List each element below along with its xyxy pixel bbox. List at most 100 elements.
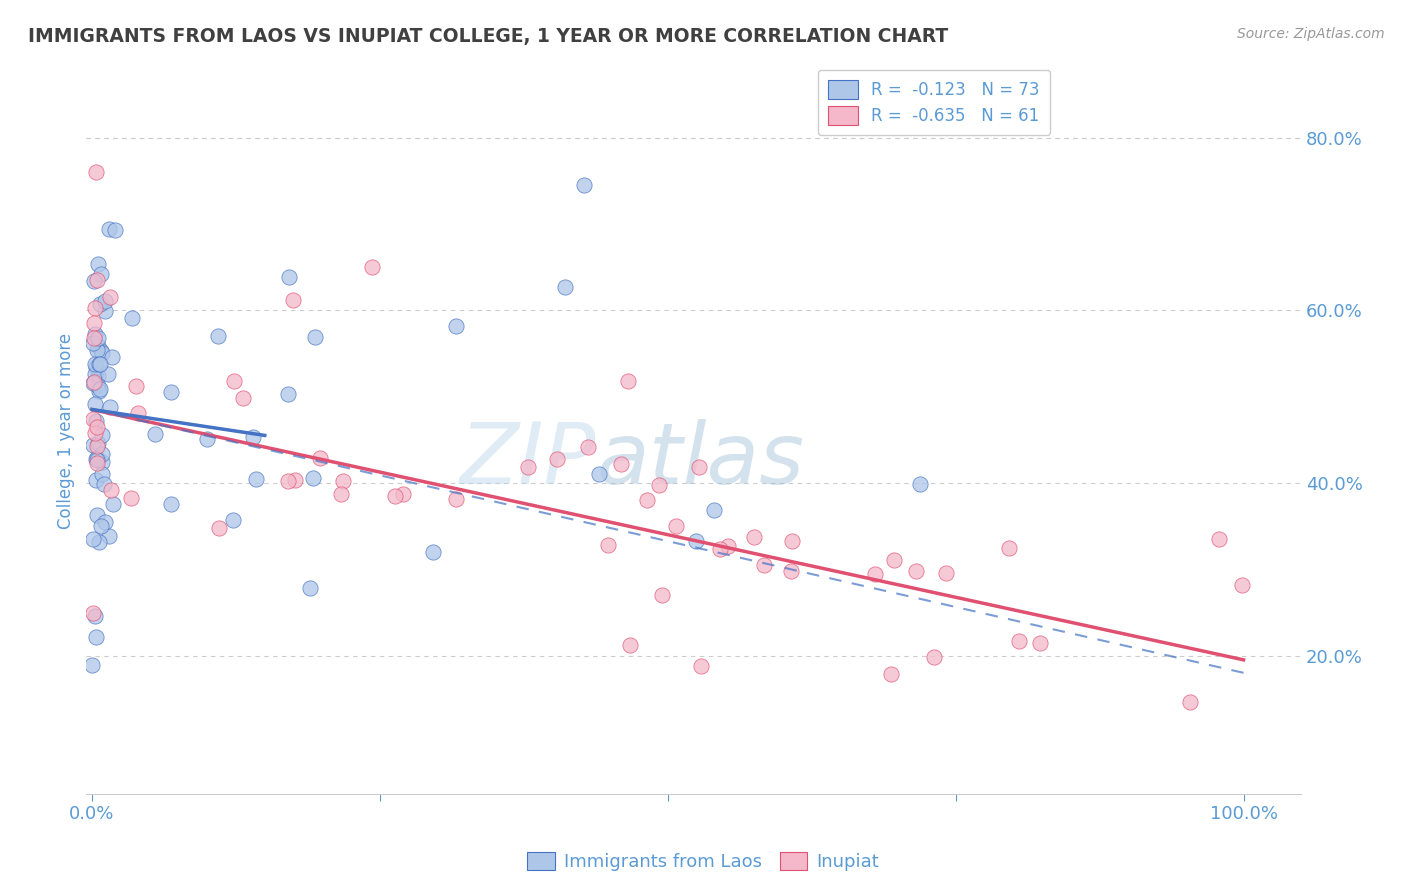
Point (330, 487, 353, 501)
Point (86, 456, 108, 470)
Point (84, 451, 107, 466)
Point (304, 329, 326, 343)
Point (89, 382, 111, 396)
Point (208, 521, 231, 535)
Point (619, 638, 641, 652)
Text: IMMIGRANTS FROM LAOS VS INUPIAT COLLEGE, 1 YEAR OR MORE CORRELATION CHART: IMMIGRANTS FROM LAOS VS INUPIAT COLLEGE,… (28, 27, 949, 45)
Point (648, 478, 671, 492)
Point (82, 533, 104, 547)
Point (83, 375, 105, 389)
Point (127, 406, 149, 420)
Point (143, 426, 166, 441)
Point (101, 350, 124, 364)
Point (86, 343, 108, 357)
Point (121, 310, 143, 325)
Point (100, 483, 122, 497)
Point (880, 667, 903, 681)
Point (94, 304, 117, 318)
Point (120, 491, 142, 505)
Point (309, 450, 332, 465)
Point (87, 369, 110, 384)
Point (598, 538, 620, 552)
Point (82, 336, 104, 351)
Point (780, 564, 803, 578)
Point (905, 564, 928, 578)
Point (84, 397, 107, 411)
Point (87, 257, 110, 271)
Point (98, 290, 121, 304)
Point (278, 270, 301, 285)
Point (98, 401, 121, 415)
Point (82, 438, 104, 452)
Point (636, 492, 658, 507)
Point (935, 566, 957, 580)
Point (516, 459, 538, 474)
Point (665, 518, 688, 533)
Point (245, 472, 267, 486)
Point (83, 316, 105, 330)
Point (82, 606, 104, 620)
Point (242, 430, 264, 444)
Point (125, 379, 148, 393)
Point (84, 473, 107, 487)
Point (86, 439, 108, 453)
Point (277, 387, 299, 401)
Point (610, 457, 633, 471)
Point (84, 367, 107, 381)
Point (86, 451, 108, 466)
Point (97, 368, 120, 382)
Point (98, 221, 121, 235)
Point (90, 518, 112, 533)
Point (87, 331, 110, 345)
Point (690, 659, 713, 673)
Point (86, 436, 108, 450)
Point (444, 492, 467, 507)
Point (86, 453, 108, 467)
Point (301, 471, 323, 485)
Point (1008, 634, 1031, 648)
Point (90, 455, 112, 469)
Point (160, 385, 183, 400)
Point (998, 541, 1021, 555)
Point (83, 608, 105, 623)
Point (86, 419, 108, 434)
Point (1230, 577, 1253, 591)
Point (283, 293, 305, 308)
Point (703, 502, 725, 516)
Y-axis label: College, 1 year or more: College, 1 year or more (58, 333, 75, 529)
Point (91, 467, 114, 481)
Point (82, 376, 104, 391)
Point (83, 425, 105, 440)
Point (195, 433, 218, 447)
Point (752, 558, 775, 573)
Point (717, 539, 740, 553)
Point (222, 374, 245, 388)
Point (87, 339, 110, 353)
Point (90, 267, 112, 281)
Point (87, 357, 110, 371)
Point (588, 467, 610, 482)
Point (780, 533, 803, 548)
Point (207, 329, 229, 343)
Point (299, 582, 322, 596)
Point (94, 516, 117, 530)
Point (332, 474, 354, 488)
Point (910, 477, 932, 491)
Point (90, 447, 112, 461)
Point (392, 486, 415, 500)
Legend: R =  -0.123   N = 73, R =  -0.635   N = 61: R = -0.123 N = 73, R = -0.635 N = 61 (818, 70, 1050, 135)
Point (86, 359, 108, 374)
Text: ZIP: ZIP (460, 418, 596, 501)
Point (89, 297, 111, 311)
Point (361, 260, 384, 275)
Point (1178, 695, 1201, 709)
Text: Source: ZipAtlas.com: Source: ZipAtlas.com (1237, 27, 1385, 41)
Point (422, 544, 444, 558)
Point (87, 534, 110, 549)
Point (103, 497, 125, 511)
Point (86, 508, 108, 522)
Point (277, 474, 299, 488)
Text: atlas: atlas (596, 418, 804, 501)
Point (83, 274, 105, 288)
Point (742, 530, 765, 544)
